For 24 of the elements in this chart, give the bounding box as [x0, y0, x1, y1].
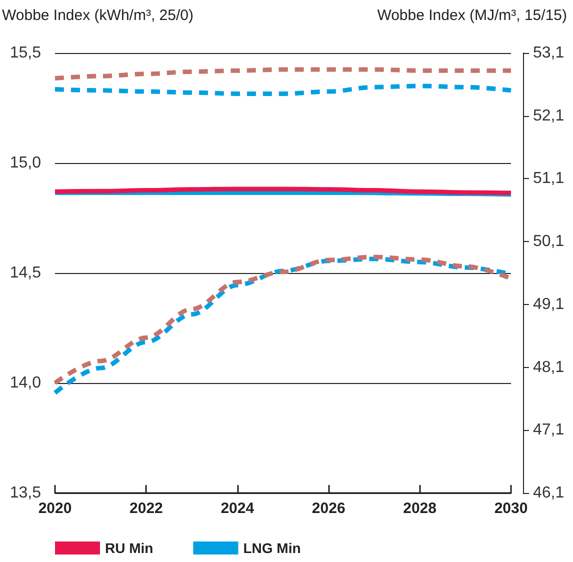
- y2-tick-label: 53,1: [533, 44, 564, 62]
- y2-tick-label: 46,1: [533, 484, 564, 502]
- x-tick-label: 2024: [220, 500, 255, 517]
- y-axis-title: Wobbe Index (kWh/m³, 25/0): [2, 7, 194, 24]
- y-tick-label: 14,5: [10, 264, 42, 282]
- x-tick-label: 2020: [38, 500, 72, 517]
- x-tick-label: 2026: [312, 500, 346, 517]
- x-tick-label: 2030: [494, 500, 528, 517]
- y-tick-label: 13,5: [10, 484, 42, 502]
- y-tick-label: 15,5: [10, 44, 42, 62]
- y2-tick-label: 50,1: [533, 233, 564, 250]
- line-series: [52, 84, 514, 96]
- y-tick-label: 15,0: [10, 154, 42, 172]
- x-tick-label: 2028: [403, 500, 436, 517]
- legend-label: RU Min: [105, 540, 154, 556]
- legend-label: LNG Min: [243, 540, 301, 556]
- y2-tick-label: 51,1: [533, 170, 564, 188]
- y2-tick-label: 47,1: [533, 422, 564, 439]
- y2-tick-label: 49,1: [533, 296, 564, 313]
- y-tick-label: 14,0: [10, 374, 42, 392]
- x-tick-label: 2022: [130, 500, 163, 517]
- y2-tick-label: 52,1: [533, 107, 564, 124]
- y2-axis-title: Wobbe Index (MJ/m³, 15/15): [377, 7, 568, 24]
- y2-tick-label: 48,1: [533, 358, 564, 376]
